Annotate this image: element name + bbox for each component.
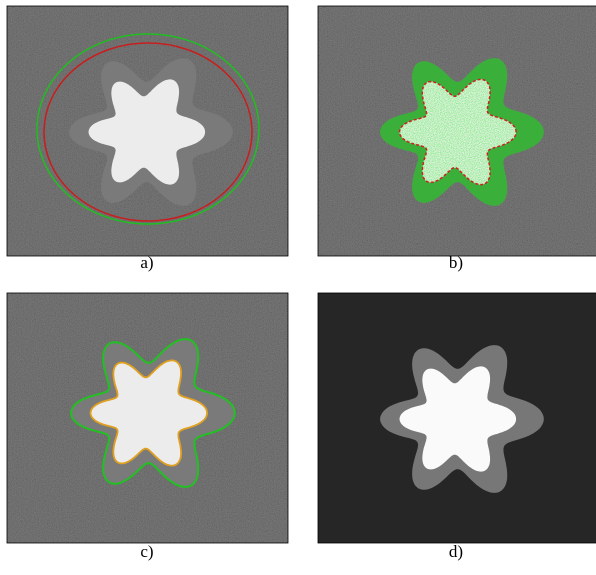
figure: a) b) c) d) (0, 0, 596, 575)
image-panel (7, 6, 288, 256)
image-content (318, 293, 596, 543)
image-content (7, 6, 288, 256)
image-panel (318, 293, 596, 543)
caption: c) (140, 542, 153, 561)
page: a) b) c) d) (() => { const data = JSON.p… (0, 0, 596, 575)
image-panel (318, 6, 596, 256)
image-content (7, 293, 288, 543)
caption: d) (449, 542, 463, 561)
image-panel (7, 293, 288, 543)
image-content (318, 6, 596, 256)
